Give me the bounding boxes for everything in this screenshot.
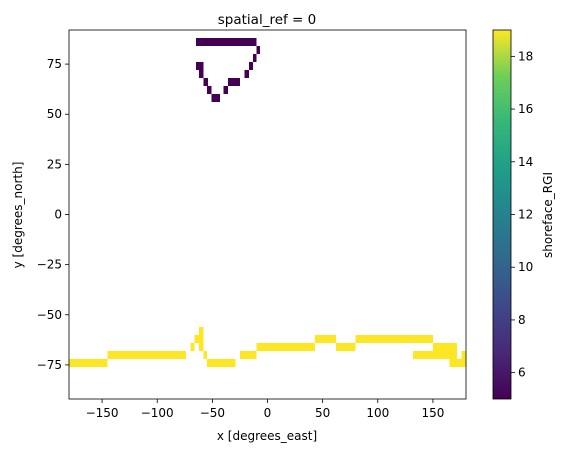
y-tick-label: 50 bbox=[47, 107, 62, 121]
heatmap-cell bbox=[335, 342, 356, 351]
colorbar-tick-label: 16 bbox=[518, 102, 533, 116]
heatmap-cell bbox=[256, 46, 260, 55]
heatmap-cell bbox=[206, 358, 236, 367]
heatmap-cell bbox=[256, 342, 315, 351]
heatmap-cell bbox=[190, 342, 195, 351]
heatmap-cell bbox=[244, 70, 249, 79]
chart-title: spatial_ref = 0 bbox=[218, 12, 317, 28]
x-tick-label: 150 bbox=[421, 406, 444, 420]
x-tick-label: −100 bbox=[141, 406, 174, 420]
heatmap-cell bbox=[413, 350, 458, 359]
colorbar-tick-label: 14 bbox=[518, 155, 533, 169]
heatmap-cell bbox=[449, 358, 466, 367]
y-tick-label: 25 bbox=[47, 157, 62, 171]
colorbar-tick-label: 6 bbox=[518, 366, 526, 380]
x-tick-label: 0 bbox=[264, 406, 272, 420]
heatmap-cell bbox=[239, 350, 257, 359]
colorbar-label: shoreface_RGI bbox=[541, 172, 555, 258]
y-tick-label: 0 bbox=[54, 208, 62, 222]
x-tick-label: −150 bbox=[86, 406, 119, 420]
heatmap-cell bbox=[195, 38, 257, 47]
heatmap-cell bbox=[69, 358, 108, 367]
colorbar bbox=[492, 29, 512, 400]
heatmap-cell bbox=[199, 326, 204, 335]
y-tick-label: −50 bbox=[37, 308, 62, 322]
heatmap-cell bbox=[107, 350, 186, 359]
heatmap-cell bbox=[223, 86, 228, 95]
heatmap-cell bbox=[211, 94, 221, 103]
heatmap-cell bbox=[314, 334, 336, 343]
colorbar-tick-label: 10 bbox=[518, 260, 533, 274]
y-tick-label: −75 bbox=[37, 358, 62, 372]
plot-frame bbox=[68, 29, 467, 400]
heatmap-cell bbox=[248, 62, 254, 71]
heatmap-cell bbox=[432, 342, 458, 351]
y-axis-label: y [degrees_north] bbox=[11, 162, 25, 269]
heatmap-cell bbox=[195, 62, 204, 71]
heatmap-cell bbox=[199, 70, 204, 79]
heatmap-cell bbox=[203, 350, 207, 359]
heatmap-cell bbox=[203, 78, 208, 87]
colorbar-tick-label: 18 bbox=[518, 49, 533, 63]
colorbar-tick-label: 12 bbox=[518, 208, 533, 222]
heatmap-cells bbox=[69, 38, 466, 367]
colorbar-ticks: 6 8 10 12 14 16 18 bbox=[511, 49, 533, 380]
heatmap-cell bbox=[355, 334, 433, 343]
y-axis-ticks: −75 −50 −25 0 25 50 75 bbox=[37, 57, 69, 372]
y-tick-label: 75 bbox=[47, 57, 62, 71]
heatmap-cell bbox=[253, 54, 257, 63]
x-tick-label: 100 bbox=[366, 406, 389, 420]
heatmap-cell bbox=[199, 342, 204, 351]
x-tick-label: 50 bbox=[315, 406, 330, 420]
heatmap-cell bbox=[194, 334, 204, 343]
y-tick-label: −25 bbox=[37, 258, 62, 272]
x-axis-ticks: −150 −100 −50 0 50 100 150 bbox=[86, 399, 444, 420]
heatmap-cell bbox=[206, 86, 212, 95]
heatmap-cell bbox=[461, 350, 466, 359]
x-axis-label: x [degrees_east] bbox=[217, 429, 317, 443]
x-tick-label: −50 bbox=[200, 406, 225, 420]
colorbar-tick-label: 8 bbox=[518, 313, 526, 327]
heatmap-cell bbox=[227, 78, 240, 87]
